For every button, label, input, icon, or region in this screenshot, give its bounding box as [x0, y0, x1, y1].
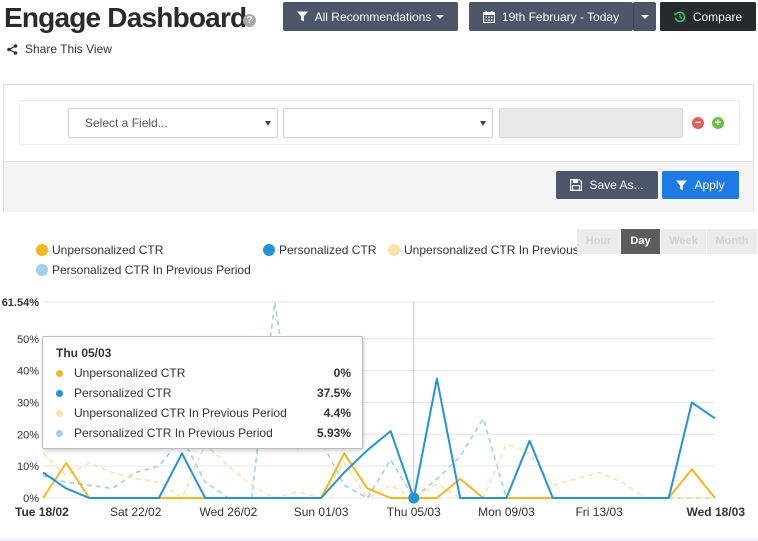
recommendations-dropdown[interactable]: All Recommendations	[283, 2, 458, 31]
x-tick-label: Tue 18/02	[15, 505, 69, 519]
tooltip-marker	[56, 409, 63, 417]
chart-tooltip: Thu 05/03 Unpersonalized CTR 0% Personal…	[42, 336, 363, 449]
x-tick-label: Sat 22/02	[110, 505, 162, 519]
legend-item-personalized-ctr[interactable]: Personalized CTR	[263, 243, 376, 257]
legend-label: Personalized CTR	[279, 243, 377, 257]
tooltip-label: Personalized CTR In Previous Period	[74, 426, 273, 440]
series-line-3	[42, 301, 715, 499]
operator-select[interactable]	[283, 108, 493, 138]
legend-label: Unpersonalized CTR In Previous Period	[404, 243, 617, 257]
tooltip-row: Unpersonalized CTR 0%	[56, 365, 351, 381]
filter-actions-bar: Save As... Apply	[4, 161, 753, 212]
series-line-1	[42, 377, 716, 499]
compare-label: Compare	[692, 9, 743, 24]
tooltip-row: Personalized CTR In Previous Period 5.93…	[56, 425, 351, 441]
calendar-icon	[482, 10, 495, 23]
legend-item-unpersonalized-ctr-previous[interactable]: Unpersonalized CTR In Previous Period	[388, 243, 617, 257]
y-tick-label: 0%	[23, 493, 39, 505]
granularity-hour-button[interactable]: Hour	[577, 229, 621, 254]
y-tick-label: 40%	[17, 366, 39, 378]
x-tick-label: Sun 01/03	[294, 505, 349, 519]
apply-button[interactable]: Apply	[662, 171, 739, 199]
date-range-label: 19th February - Today	[501, 9, 620, 24]
x-tick-label: Wed 18/03	[687, 505, 746, 519]
help-icon[interactable]: ?	[243, 14, 256, 27]
tooltip-value: 5.93%	[316, 426, 351, 440]
x-tick-label: Thu 05/03	[387, 505, 441, 519]
filter-panel: Select a Field... − + Save As...	[3, 84, 754, 212]
share-icon	[7, 43, 18, 55]
funnel-icon	[676, 180, 688, 191]
funnel-icon	[296, 11, 308, 22]
remove-filter-icon[interactable]: −	[692, 117, 704, 129]
tooltip-row: Unpersonalized CTR In Previous Period 4.…	[56, 405, 351, 421]
legend-item-unpersonalized-ctr[interactable]: Unpersonalized CTR	[36, 243, 163, 257]
history-icon	[674, 11, 686, 23]
y-tick-label: 50%	[17, 334, 39, 346]
tooltip-label: Personalized CTR	[74, 386, 172, 400]
value-input[interactable]	[499, 108, 683, 138]
tooltip-marker	[56, 389, 63, 397]
date-range-dropdown-toggle[interactable]	[633, 2, 656, 31]
add-filter-icon[interactable]: +	[712, 117, 724, 129]
legend-marker	[388, 244, 400, 256]
legend-marker	[36, 244, 48, 256]
page-title: Engage Dashboard	[4, 2, 247, 33]
chevron-down-icon	[436, 14, 445, 19]
floppy-disk-icon	[570, 179, 583, 191]
x-tick-label: Mon 09/03	[478, 505, 535, 519]
series-line-2	[42, 443, 715, 499]
field-select[interactable]: Select a Field...	[68, 108, 278, 138]
y-tick-label: 30%	[17, 397, 39, 409]
legend-label: Unpersonalized CTR	[52, 243, 164, 257]
save-as-button[interactable]: Save As...	[556, 171, 658, 199]
filter-row: Select a Field... − +	[19, 100, 740, 145]
legend-label: Personalized CTR In Previous Period	[52, 263, 251, 277]
save-as-label: Save As...	[589, 178, 644, 192]
tooltip-title: Thu 05/03	[56, 346, 112, 360]
legend-item-personalized-ctr-previous[interactable]: Personalized CTR In Previous Period	[36, 263, 251, 277]
recommendations-label: All Recommendations	[314, 9, 432, 24]
apply-label: Apply	[694, 178, 725, 192]
legend-marker	[263, 244, 275, 256]
granularity-week-button[interactable]: Week	[661, 229, 707, 254]
chevron-down-icon	[641, 14, 649, 19]
y-tick-label: 10%	[17, 461, 39, 473]
legend-marker	[36, 264, 48, 276]
compare-button[interactable]: Compare	[660, 2, 756, 31]
chevron-down-icon	[480, 121, 486, 126]
tooltip-value: 0%	[333, 366, 351, 380]
granularity-month-button[interactable]: Month	[707, 229, 758, 254]
share-view-link[interactable]: Share This View	[7, 42, 112, 56]
tooltip-value: 4.4%	[323, 406, 351, 420]
date-range-button[interactable]: 19th February - Today	[469, 2, 633, 31]
x-tick-label: Wed 26/02	[199, 505, 257, 519]
y-tick-label: 61.54%	[2, 297, 40, 309]
granularity-toggle: Hour Day Week Month	[577, 229, 758, 254]
tooltip-row: Personalized CTR 37.5%	[56, 385, 351, 401]
page-bottom-border	[0, 538, 758, 541]
chevron-down-icon	[265, 121, 271, 126]
y-tick-label: 20%	[17, 429, 39, 441]
tooltip-label: Unpersonalized CTR	[74, 366, 186, 380]
hover-point-1	[408, 492, 420, 504]
tooltip-value: 37.5%	[316, 386, 351, 400]
field-select-value: Select a Field...	[85, 116, 168, 130]
tooltip-label: Unpersonalized CTR In Previous Period	[74, 406, 287, 420]
granularity-day-button[interactable]: Day	[621, 229, 661, 254]
share-label: Share This View	[25, 42, 112, 56]
x-tick-label: Fri 13/03	[575, 505, 623, 519]
tooltip-marker	[56, 369, 63, 377]
tooltip-marker	[56, 429, 63, 437]
